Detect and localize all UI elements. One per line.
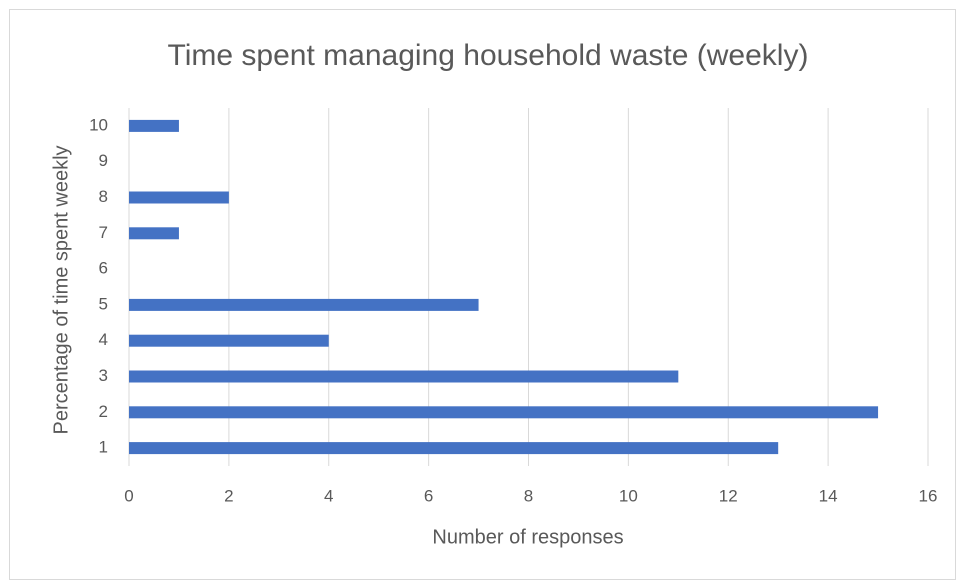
x-tick-label: 8	[524, 486, 533, 505]
y-axis-label: Percentage of time spent weekly	[50, 145, 72, 434]
y-tick-label: 10	[89, 115, 108, 134]
chart-border	[9, 9, 956, 580]
y-tick-label: 9	[99, 151, 108, 170]
x-tick-label: 14	[819, 486, 838, 505]
x-tick-label: 2	[224, 486, 233, 505]
x-tick-label: 10	[619, 486, 638, 505]
bar	[129, 298, 479, 311]
bar	[129, 370, 679, 383]
y-tick-label: 2	[99, 402, 108, 421]
y-tick-label: 6	[99, 259, 108, 278]
x-tick-label: 6	[424, 486, 433, 505]
y-tick-label: 3	[99, 366, 108, 385]
y-tick-label: 7	[99, 223, 108, 242]
bar	[129, 227, 179, 240]
bar	[129, 119, 179, 132]
x-tick-label: 12	[719, 486, 738, 505]
bar	[129, 442, 779, 455]
chart-title: Time spent managing household waste (wee…	[168, 39, 809, 72]
y-tick-label: 5	[99, 294, 108, 313]
x-axis-label: Number of responses	[432, 526, 623, 548]
x-tick-label: 0	[124, 486, 133, 505]
y-tick-label: 4	[99, 330, 108, 349]
x-tick-label: 4	[324, 486, 333, 505]
y-tick-label: 8	[99, 187, 108, 206]
x-tick-label: 16	[919, 486, 938, 505]
bar	[129, 334, 329, 347]
bar	[129, 191, 229, 204]
y-tick-label: 1	[99, 438, 108, 457]
bar	[129, 406, 879, 419]
